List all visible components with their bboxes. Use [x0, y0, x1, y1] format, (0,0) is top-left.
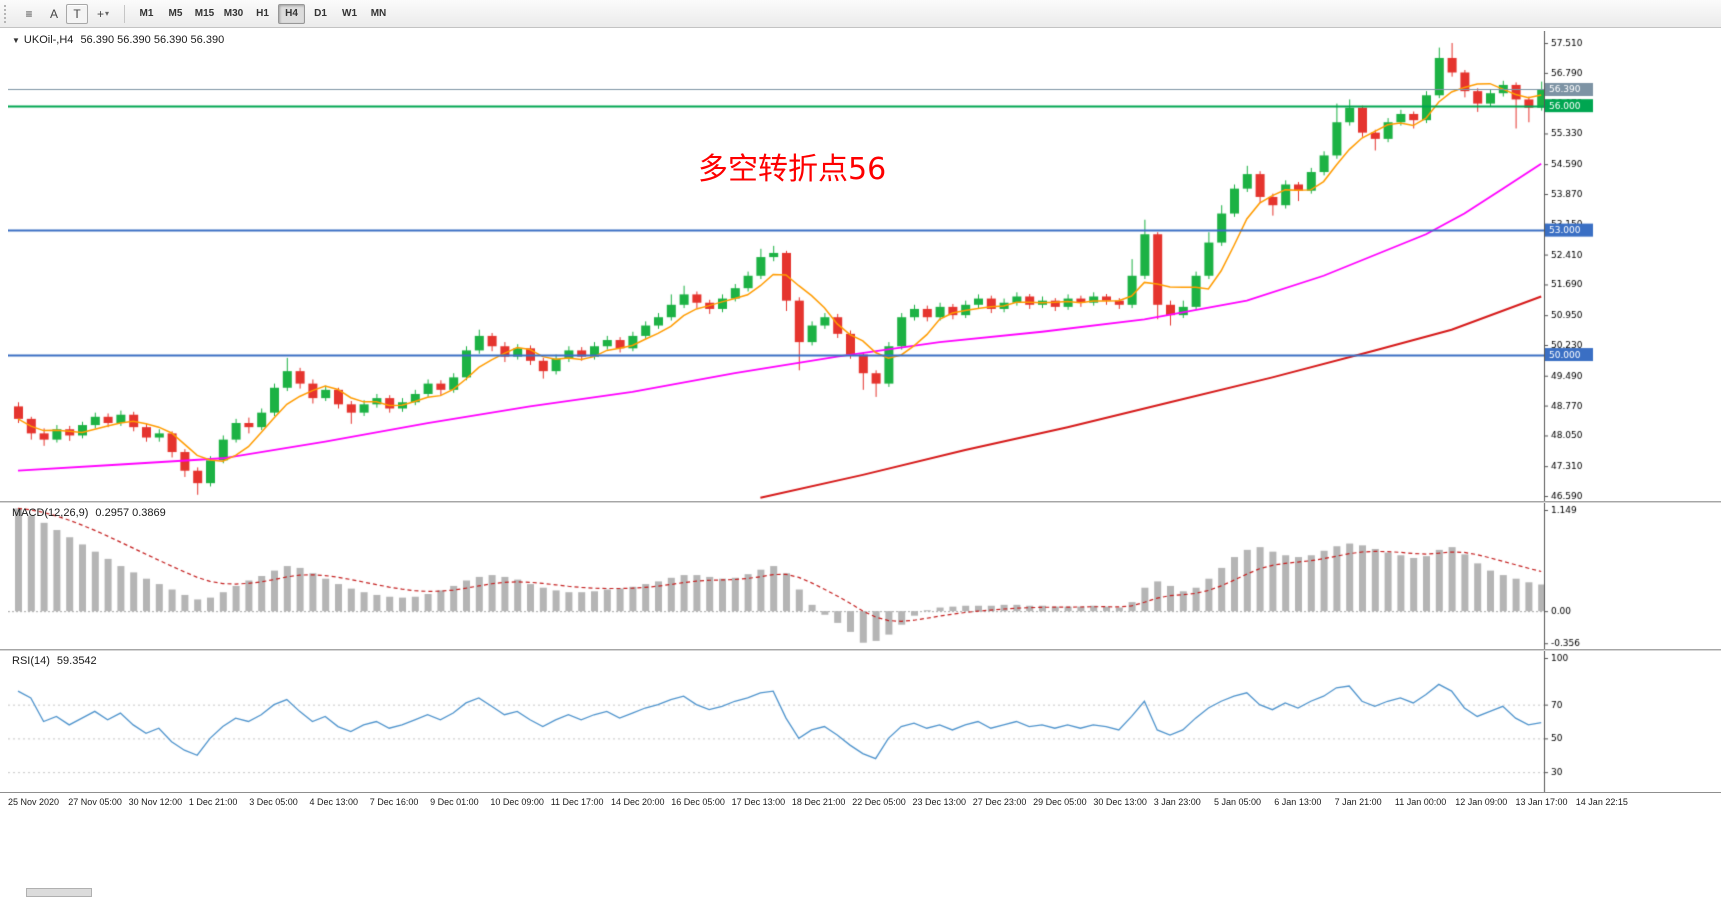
- time-axis-label: 1 Dec 21:00: [188, 797, 238, 807]
- ohlc-values: 56.390 56.390 56.390 56.390: [80, 34, 225, 46]
- time-axis-label: 22 Dec 05:00: [852, 797, 906, 807]
- rsi-value: 59.3542: [56, 655, 97, 667]
- macd-indicator-canvas[interactable]: [8, 503, 1721, 649]
- time-axis-label: 16 Dec 05:00: [671, 797, 725, 807]
- chevron-down-icon: ▾: [105, 9, 110, 18]
- time-axis-label: 18 Dec 21:00: [791, 797, 846, 807]
- horizontal-scrollbar[interactable]: [26, 888, 92, 897]
- time-axis-label: 12 Jan 09:00: [1455, 797, 1508, 807]
- time-axis-label: 7 Jan 21:00: [1334, 797, 1382, 807]
- top-toolbar: ≡ A T + ▾ M1 M5 M15 M30 H1 H4 D1 W1 MN: [0, 0, 1721, 28]
- macd-values: 0.2957 0.3869: [95, 507, 166, 519]
- time-axis-label: 6 Jan 13:00: [1274, 797, 1322, 807]
- timeframe-button-m15[interactable]: M15: [191, 4, 218, 24]
- time-axis-label: 25 Nov 2020: [8, 797, 60, 807]
- symbol-timeframe-label: UKOil-,H4: [23, 34, 74, 46]
- time-axis-label: 5 Jan 05:00: [1214, 797, 1262, 807]
- timeframe-button-m30[interactable]: M30: [220, 4, 247, 24]
- chart-title: ▼ UKOil-,H4 56.390 56.390 56.390 56.390: [12, 34, 224, 46]
- rsi-indicator-canvas[interactable]: [8, 651, 1721, 792]
- time-axis-label: 14 Jan 22:15: [1575, 797, 1628, 807]
- drawing-tools-dropdown[interactable]: + ▾: [90, 3, 116, 25]
- time-axis-label: 4 Dec 13:00: [309, 797, 359, 807]
- chart-title-dropdown-icon[interactable]: ▼: [12, 36, 20, 45]
- chart-workspace: ▼ UKOil-,H4 56.390 56.390 56.390 56.390 MA…: [0, 28, 1721, 899]
- time-axis-line: [0, 792, 1721, 793]
- time-axis-label: 9 Dec 01:00: [430, 797, 479, 807]
- macd-label: MACD(12,26,9): [12, 507, 89, 519]
- timeframe-button-h4[interactable]: H4: [278, 3, 305, 24]
- menu-icon[interactable]: ≡: [25, 6, 33, 21]
- time-axis-label: 27 Dec 23:00: [972, 797, 1027, 807]
- toolbar-grip-handle[interactable]: [4, 4, 10, 23]
- timeframe-button-group: M1 M5 M15 M30 H1 H4 D1 W1 MN: [132, 3, 393, 24]
- time-axis-label: 27 Nov 05:00: [68, 797, 122, 807]
- timeframe-button-m5[interactable]: M5: [162, 4, 189, 24]
- text-label-tool-button[interactable]: T: [66, 3, 88, 24]
- time-axis-label: 29 Dec 05:00: [1033, 797, 1087, 807]
- panel-separator[interactable]: [0, 649, 1721, 651]
- rsi-label: RSI(14): [12, 655, 50, 667]
- toolbar-separator: [124, 4, 125, 23]
- panel-separator[interactable]: [0, 501, 1721, 503]
- time-axis-label: 30 Dec 13:00: [1093, 797, 1147, 807]
- time-axis-label: 7 Dec 16:00: [369, 797, 419, 807]
- timeframe-button-h1[interactable]: H1: [249, 4, 276, 24]
- time-axis-label: 30 Nov 12:00: [128, 797, 183, 807]
- chart-text-annotation[interactable]: 多空转折点56: [698, 152, 887, 187]
- time-axis-label: 17 Dec 13:00: [731, 797, 786, 807]
- time-axis: 25 Nov 2020 27 Nov 05:00 30 Nov 12:00 1 Dec…: [0, 794, 1721, 812]
- time-axis-label: 11 Jan 00:00: [1394, 797, 1447, 807]
- annotation-text-button[interactable]: A: [44, 4, 64, 24]
- time-axis-label: 3 Dec 05:00: [249, 797, 298, 807]
- timeframe-button-mn[interactable]: MN: [365, 4, 392, 24]
- price-chart-canvas[interactable]: [8, 31, 1721, 501]
- macd-panel-title: MACD(12,26,9) 0.2957 0.3869: [12, 507, 166, 519]
- rsi-panel-title: RSI(14) 59.3542: [12, 655, 97, 667]
- time-axis-label: 23 Dec 13:00: [912, 797, 967, 807]
- crosshair-icon: +: [96, 6, 104, 21]
- time-axis-label: 3 Jan 23:00: [1153, 797, 1201, 807]
- time-axis-label: 11 Dec 17:00: [550, 797, 604, 807]
- time-axis-label: 13 Jan 17:00: [1515, 797, 1568, 807]
- time-axis-label: 10 Dec 09:00: [490, 797, 544, 807]
- timeframe-button-w1[interactable]: W1: [336, 4, 363, 24]
- time-axis-label: 14 Dec 20:00: [611, 797, 665, 807]
- timeframe-button-d1[interactable]: D1: [307, 4, 334, 24]
- timeframe-button-m1[interactable]: M1: [133, 4, 160, 24]
